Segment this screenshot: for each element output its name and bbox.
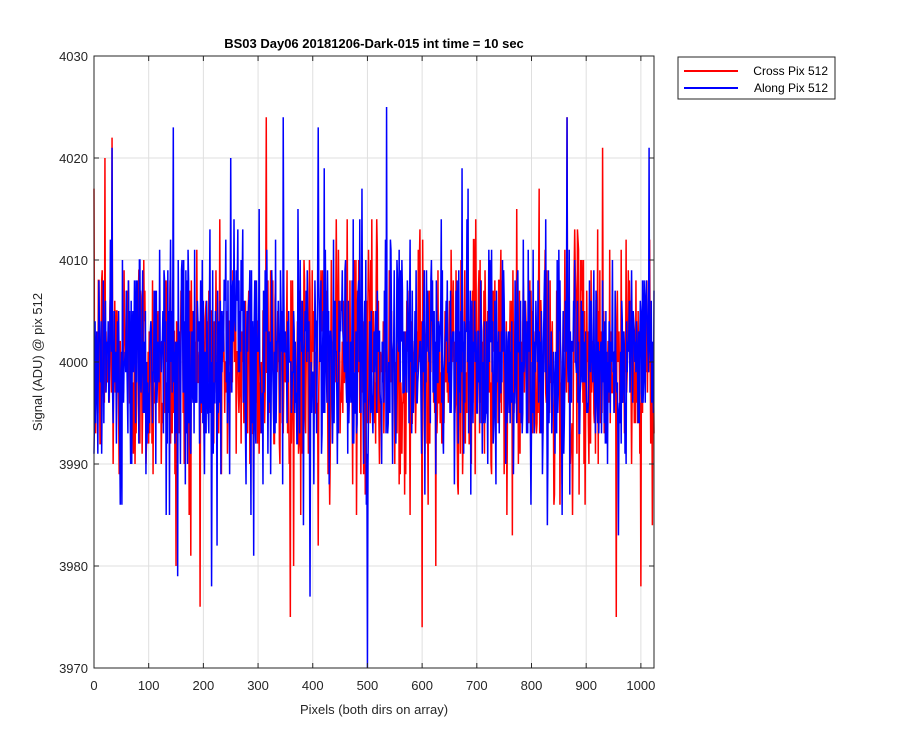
x-tick-label: 0 (90, 678, 97, 693)
series-line-along-pix-512 (93, 106, 655, 669)
legend-label-along: Along Pix 512 (754, 81, 828, 95)
legend-box (677, 56, 836, 100)
y-tick-label: 4000 (59, 355, 88, 370)
y-tick-label: 3990 (59, 457, 88, 472)
x-tick-label: 800 (521, 678, 543, 693)
x-tick-label: 1000 (626, 678, 655, 693)
y-axis-label: Signal (ADU) @ pix 512 (30, 293, 45, 431)
y-tick-label: 3980 (59, 559, 88, 574)
x-tick-label: 600 (411, 678, 433, 693)
x-tick-label: 700 (466, 678, 488, 693)
x-tick-label: 200 (193, 678, 215, 693)
y-tick-label: 4020 (59, 151, 88, 166)
y-tick-label: 4010 (59, 253, 88, 268)
y-tick-label: 4030 (59, 49, 88, 64)
tick-layer: 0 100 200 300 400 500 600 700 800 900 1000 3970 3980… (59, 49, 655, 693)
x-tick-label: 400 (302, 678, 324, 693)
chart-title: BS03 Day06 20181206-Dark-015 int time = … (224, 36, 524, 51)
series-layer (93, 106, 655, 669)
x-tick-label: 900 (575, 678, 597, 693)
y-tick-label: 3970 (59, 661, 88, 676)
x-tick-label: 100 (138, 678, 160, 693)
x-tick-label: 300 (247, 678, 269, 693)
x-tick-label: 500 (357, 678, 379, 693)
legend-label-cross: Cross Pix 512 (753, 64, 828, 78)
x-axis-label: Pixels (both dirs on array) (300, 702, 448, 717)
legend: Cross Pix 512 Along Pix 512 (677, 56, 836, 100)
